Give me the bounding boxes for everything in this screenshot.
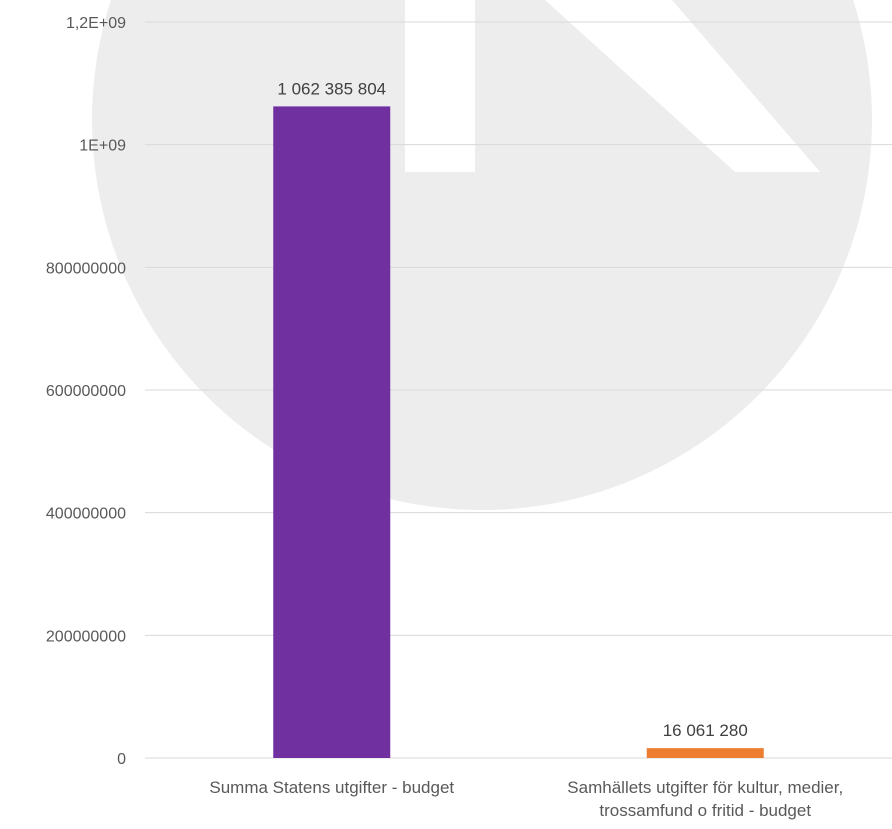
bar bbox=[273, 106, 391, 758]
y-tick-label: 1E+09 bbox=[79, 138, 126, 155]
category-label: Samhällets utgifter för kultur, medier, bbox=[567, 778, 843, 797]
data-label: 16 061 280 bbox=[663, 721, 748, 740]
y-tick-label: 800000000 bbox=[46, 260, 126, 277]
data-labels: 1 062 385 804 16 061 280 bbox=[277, 79, 747, 740]
y-tick-label: 200000000 bbox=[46, 628, 126, 645]
bar bbox=[646, 748, 764, 758]
y-tick-label: 0 bbox=[117, 751, 126, 768]
category-labels: Summa Statens utgifter - budget Samhället… bbox=[209, 778, 843, 820]
watermark-logo bbox=[92, 0, 872, 510]
bars bbox=[273, 106, 764, 758]
y-tick-label: 1,2E+09 bbox=[66, 15, 126, 32]
gridlines bbox=[145, 21, 892, 759]
y-axis-tick-labels: 0 200000000 400000000 600000000 800000000 1E+… bbox=[46, 15, 126, 768]
y-tick-label: 400000000 bbox=[46, 506, 126, 523]
category-label: Summa Statens utgifter - budget bbox=[209, 778, 454, 797]
category-label: trossamfund o fritid - budget bbox=[599, 801, 811, 820]
y-tick-label: 600000000 bbox=[46, 383, 126, 400]
data-label: 1 062 385 804 bbox=[277, 79, 386, 98]
